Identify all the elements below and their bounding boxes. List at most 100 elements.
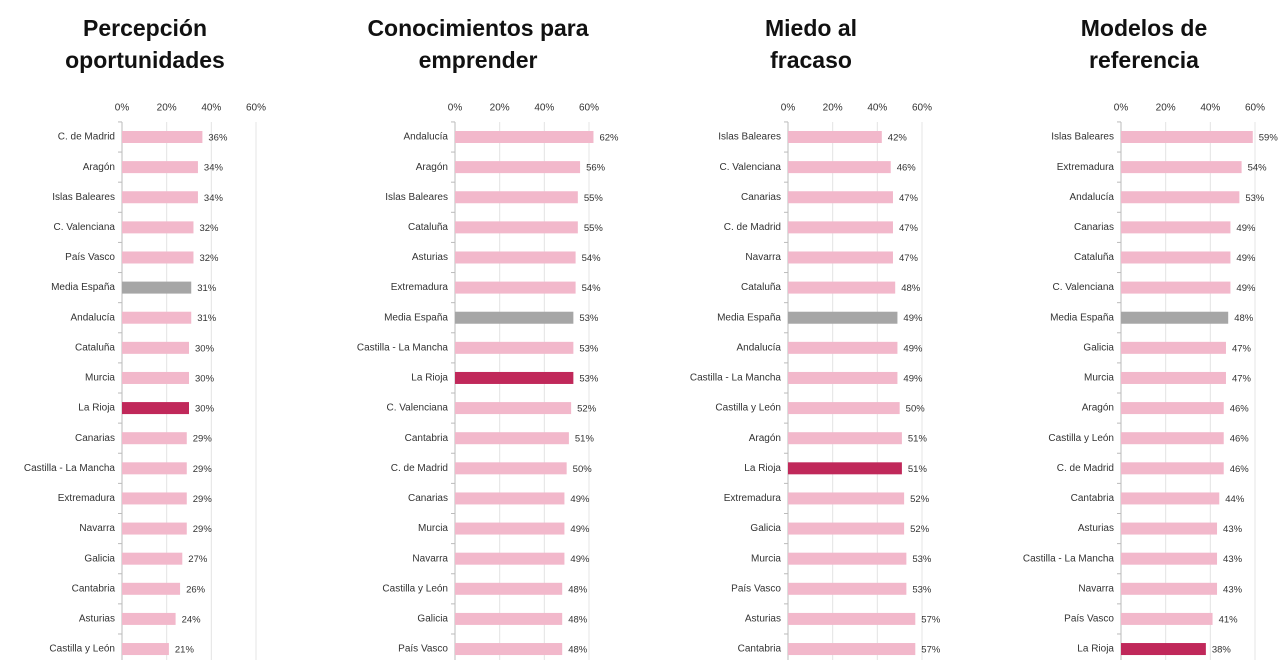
y-tick-label: C. Valenciana bbox=[53, 222, 115, 233]
data-label: 46% bbox=[1230, 434, 1250, 445]
data-label: 31% bbox=[197, 313, 217, 324]
bar bbox=[122, 402, 189, 415]
data-label: 34% bbox=[204, 163, 224, 174]
bar bbox=[788, 371, 898, 384]
bar bbox=[788, 341, 898, 354]
x-tick-label: 40% bbox=[534, 103, 554, 114]
bar bbox=[455, 341, 574, 354]
bar bbox=[788, 191, 893, 204]
data-label: 43% bbox=[1223, 554, 1243, 565]
y-tick-label: Navarra bbox=[1078, 583, 1114, 594]
bar bbox=[1121, 341, 1226, 354]
x-tick-label: 0% bbox=[115, 103, 130, 114]
data-label: 42% bbox=[888, 133, 908, 144]
y-tick-label: Media España bbox=[1050, 312, 1114, 323]
y-tick-label: Castilla y León bbox=[49, 644, 115, 655]
data-label: 29% bbox=[193, 494, 213, 505]
y-tick-label: Islas Baleares bbox=[718, 132, 781, 143]
data-label: 29% bbox=[193, 434, 213, 445]
chart-title: fracaso bbox=[770, 47, 852, 73]
y-tick-label: Media España bbox=[384, 312, 448, 323]
bar bbox=[455, 582, 563, 595]
data-label: 53% bbox=[579, 313, 599, 324]
data-label: 53% bbox=[912, 584, 932, 595]
y-tick-label: Galicia bbox=[84, 553, 115, 564]
chart: Conocimientos para emprender 0% 20% 40% 60% An… bbox=[357, 15, 619, 660]
y-tick-label: Aragón bbox=[416, 162, 448, 173]
x-tick-label: 40% bbox=[867, 103, 887, 114]
chart-title: Percepción bbox=[83, 15, 207, 41]
y-tick-label: Castilla y León bbox=[715, 403, 781, 414]
data-label: 47% bbox=[899, 223, 919, 234]
y-tick-label: Cantabria bbox=[405, 433, 449, 444]
bar bbox=[1121, 522, 1218, 535]
bar bbox=[122, 492, 187, 505]
x-tick-label: 40% bbox=[201, 103, 221, 114]
data-label: 51% bbox=[575, 434, 595, 445]
y-tick-label: Navarra bbox=[745, 252, 781, 263]
x-tick-label: 0% bbox=[781, 103, 796, 114]
bar bbox=[455, 492, 565, 505]
data-label: 49% bbox=[903, 343, 923, 354]
data-label: 49% bbox=[1236, 223, 1256, 234]
x-tick-label: 60% bbox=[1245, 103, 1265, 114]
bar bbox=[122, 341, 189, 354]
data-label: 50% bbox=[573, 464, 593, 475]
bar bbox=[1121, 552, 1218, 565]
y-tick-label: C. Valenciana bbox=[386, 403, 448, 414]
data-label: 41% bbox=[1219, 614, 1239, 625]
bar bbox=[788, 131, 882, 143]
bar bbox=[788, 552, 907, 565]
y-tick-label: Andalucía bbox=[1070, 192, 1115, 203]
data-label: 44% bbox=[1225, 494, 1245, 505]
bar bbox=[122, 251, 194, 264]
y-tick-label: C. de Madrid bbox=[724, 222, 781, 233]
y-tick-label: Extremadura bbox=[724, 493, 782, 504]
data-label: 24% bbox=[182, 614, 202, 625]
data-label: 49% bbox=[903, 373, 923, 384]
data-label: 38% bbox=[1212, 645, 1232, 656]
bar bbox=[122, 191, 198, 204]
bar bbox=[1121, 612, 1213, 625]
bar bbox=[788, 432, 902, 445]
data-label: 47% bbox=[899, 193, 919, 204]
chart-title: referencia bbox=[1089, 47, 1199, 73]
chart-title: oportunidades bbox=[65, 47, 225, 73]
bar bbox=[788, 462, 902, 475]
y-tick-label: Canarias bbox=[741, 192, 781, 203]
bar bbox=[788, 281, 896, 294]
data-label: 59% bbox=[1259, 133, 1279, 144]
data-label: 30% bbox=[195, 373, 215, 384]
y-tick-label: Galicia bbox=[750, 523, 781, 534]
data-label: 32% bbox=[199, 223, 219, 234]
data-label: 29% bbox=[193, 524, 213, 535]
bar bbox=[122, 281, 192, 294]
y-tick-label: Galicia bbox=[1083, 342, 1114, 353]
data-label: 52% bbox=[577, 404, 597, 415]
y-tick-label: Media España bbox=[51, 282, 115, 293]
y-tick-label: Asturias bbox=[412, 252, 448, 263]
y-tick-label: Castilla - La Mancha bbox=[690, 373, 782, 384]
bar bbox=[788, 402, 900, 415]
bar bbox=[455, 311, 574, 324]
bar bbox=[1121, 582, 1218, 595]
bar bbox=[788, 161, 891, 174]
y-tick-label: La Rioja bbox=[411, 373, 448, 384]
data-label: 49% bbox=[570, 554, 590, 565]
y-tick-label: Aragón bbox=[83, 162, 115, 173]
y-tick-label: Islas Baleares bbox=[52, 192, 115, 203]
bar bbox=[1121, 432, 1224, 445]
y-tick-label: Islas Baleares bbox=[385, 192, 448, 203]
y-tick-label: Murcia bbox=[418, 523, 448, 534]
y-tick-label: La Rioja bbox=[744, 463, 781, 474]
bar bbox=[788, 522, 905, 535]
bar bbox=[122, 643, 169, 656]
data-label: 57% bbox=[921, 614, 941, 625]
x-tick-label: 0% bbox=[448, 103, 463, 114]
y-tick-label: Galicia bbox=[417, 614, 448, 625]
chart: Modelos de referencia 0% 20% 40% 60% Islas Bal… bbox=[1023, 15, 1278, 660]
bar bbox=[455, 161, 581, 174]
bar bbox=[455, 251, 576, 264]
